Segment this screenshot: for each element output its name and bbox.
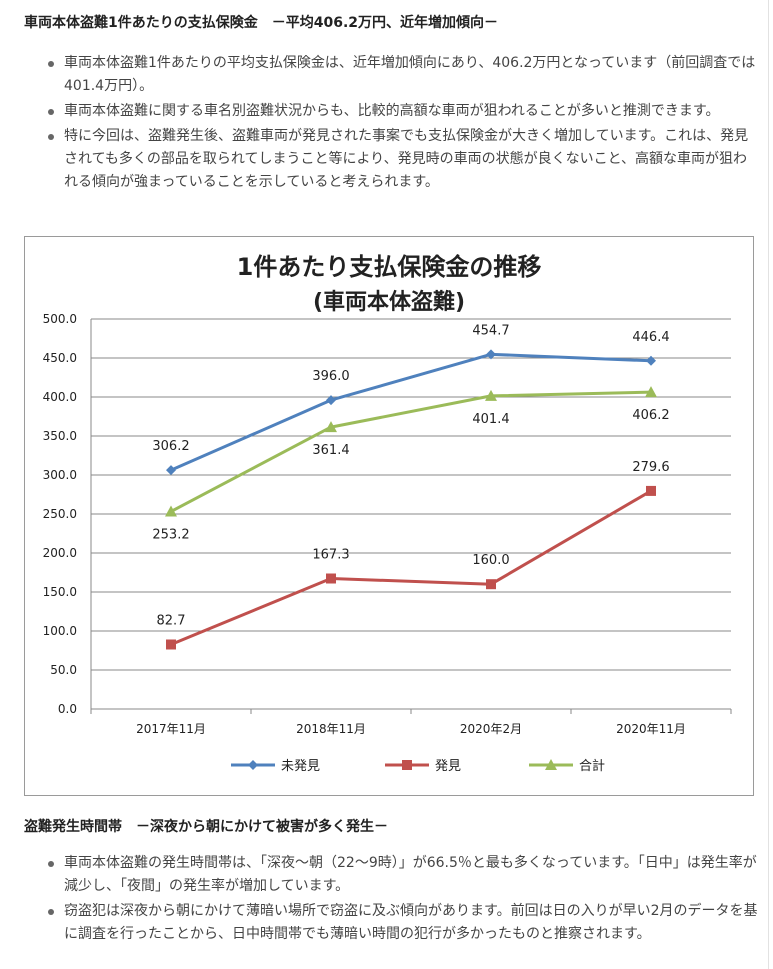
y-tick-label: 200.0 <box>43 546 77 560</box>
legend-label: 合計 <box>579 758 605 774</box>
series-line <box>170 390 652 513</box>
list-item: 車両本体盗難の発生時間帯は、「深夜～朝（22～9時）」が66.5％と最も多くなっ… <box>48 852 758 898</box>
series-line <box>170 352 652 472</box>
chart-title: 1件あたり支払保険金の推移 <box>237 253 542 281</box>
data-point <box>485 389 497 401</box>
data-point <box>326 395 336 406</box>
data-point <box>165 505 177 517</box>
data-point <box>645 386 657 398</box>
data-point <box>486 349 496 360</box>
legend-label: 未発見 <box>281 759 320 774</box>
section2-heading: 盗難発生時間帯 －深夜から朝にかけて被害が多く発生－ <box>24 819 388 835</box>
list-item: 車両本体盗難に関する車名別盗難状況からも、比較的高額な車両が狙われることが多いと… <box>48 100 758 123</box>
data-label: 454.7 <box>472 323 509 338</box>
list-item: 窃盗犯は深夜から朝にかけて薄暗い場所で窃盗に及ぶ傾向があります。前回は日の入りが… <box>48 900 758 946</box>
y-tick-label: 300.0 <box>43 468 77 482</box>
chart-svg: 1件あたり支払保険金の推移 (車両本体盗難) 0.0 50.0 100.0 150.0… <box>43 253 732 774</box>
legend-item: 未発見 <box>231 759 320 774</box>
legend-item: 合計 <box>529 758 605 774</box>
data-label: 401.4 <box>472 412 509 427</box>
data-label: 361.4 <box>312 443 349 458</box>
data-label: 253.2 <box>152 528 189 543</box>
data-label: 167.3 <box>312 548 349 563</box>
series-1: 306.2 396.0 454.7 446.4 <box>152 323 670 476</box>
y-tick-label: 0.0 <box>58 702 77 716</box>
section1-heading: 車両本体盗難1件あたりの支払保険金 －平均406.2万円、近年増加傾向－ <box>24 15 499 31</box>
section1-bullet-list: 車両本体盗難1件あたりの平均支払保険金は、近年増加傾向にあり、406.2万円とな… <box>48 52 758 196</box>
page-border <box>768 0 769 969</box>
legend-marker <box>248 760 258 770</box>
series-line <box>170 489 652 646</box>
data-label: 406.2 <box>632 408 669 423</box>
data-point <box>646 485 656 496</box>
legend-label: 発見 <box>435 759 461 774</box>
data-point <box>486 579 496 590</box>
y-tick-label: 500.0 <box>43 312 77 326</box>
y-tick-label: 100.0 <box>43 624 77 638</box>
x-tick-label: 2018年11月 <box>296 722 366 736</box>
data-point <box>646 355 656 366</box>
y-tick-label: 50.0 <box>50 663 77 677</box>
y-tick-label: 450.0 <box>43 351 77 365</box>
section2-bullet-list: 車両本体盗難の発生時間帯は、「深夜～朝（22～9時）」が66.5％と最も多くなっ… <box>48 852 758 948</box>
y-tick-label: 350.0 <box>43 429 77 443</box>
data-point <box>325 421 337 433</box>
legend-item: 発見 <box>385 759 461 774</box>
chart-subtitle: (車両本体盗難) <box>313 289 465 315</box>
x-tick-label: 2020年2月 <box>460 722 522 736</box>
list-item: 特に今回は、盗難発生後、盗難車両が発見された事案でも支払保険金が大きく増加してい… <box>48 125 758 194</box>
data-point <box>166 465 176 476</box>
x-tick-label: 2020年11月 <box>616 722 686 736</box>
data-label: 279.6 <box>632 460 669 475</box>
x-tick-label: 2017年11月 <box>136 722 206 736</box>
y-tick-label: 250.0 <box>43 507 77 521</box>
data-point <box>326 573 336 584</box>
y-tick-label: 400.0 <box>43 390 77 404</box>
series-2: 82.7 167.3 160.0 279.6 <box>157 460 670 650</box>
data-label: 160.0 <box>472 553 509 568</box>
series-3: 253.2 361.4 401.4 406.2 <box>152 386 670 543</box>
list-item: 車両本体盗難1件あたりの平均支払保険金は、近年増加傾向にあり、406.2万円とな… <box>48 52 758 98</box>
data-label: 82.7 <box>157 613 186 628</box>
legend-marker <box>402 760 412 770</box>
data-label: 306.2 <box>152 439 189 454</box>
line-chart: 1件あたり支払保険金の推移 (車両本体盗難) 0.0 50.0 100.0 150.0… <box>24 236 754 796</box>
y-tick-label: 150.0 <box>43 585 77 599</box>
data-label: 396.0 <box>312 369 349 384</box>
legend-marker <box>545 759 557 770</box>
data-point <box>166 639 176 650</box>
data-label: 446.4 <box>632 330 669 345</box>
